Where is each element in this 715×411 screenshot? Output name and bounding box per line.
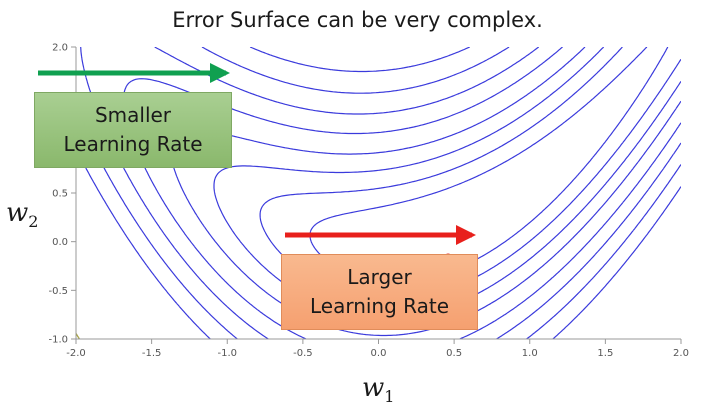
x-tick-label: -1.5 — [142, 348, 162, 359]
x-tick-label: 1.5 — [597, 348, 613, 359]
x-axis-label: w1 — [362, 373, 394, 406]
larger-learning-rate-label: Larger Learning Rate — [281, 254, 478, 330]
x-tick-label: 0.5 — [446, 348, 462, 359]
smaller-learning-rate-label: Smaller Learning Rate — [34, 92, 232, 168]
y-axis-label: w2 — [6, 198, 38, 231]
x-axis-label-sub: 1 — [384, 387, 394, 406]
x-tick-label: 2.0 — [673, 348, 689, 359]
y-tick-label: 0.0 — [52, 237, 68, 248]
y-tick-label: -1.0 — [48, 335, 68, 346]
x-tick-label: -0.5 — [293, 348, 313, 359]
y-tick-label: 0.5 — [52, 189, 68, 200]
outer-contour-line — [76, 333, 80, 339]
contour-line — [309, 47, 669, 283]
y-tick-label: 2.0 — [52, 43, 68, 54]
y-axis-label-main: w — [6, 198, 28, 228]
slide-title: Error Surface can be very complex. — [172, 8, 543, 32]
x-axis-label-main: w — [362, 373, 384, 403]
x-tick-label: -2.0 — [66, 348, 86, 359]
contour-line — [76, 47, 681, 339]
x-tick-label: -1.0 — [217, 348, 237, 359]
x-tick-label: 1.0 — [522, 348, 538, 359]
y-tick-label: -0.5 — [48, 286, 68, 297]
x-tick-label: 0.0 — [371, 348, 387, 359]
y-axis-label-sub: 2 — [28, 212, 38, 231]
